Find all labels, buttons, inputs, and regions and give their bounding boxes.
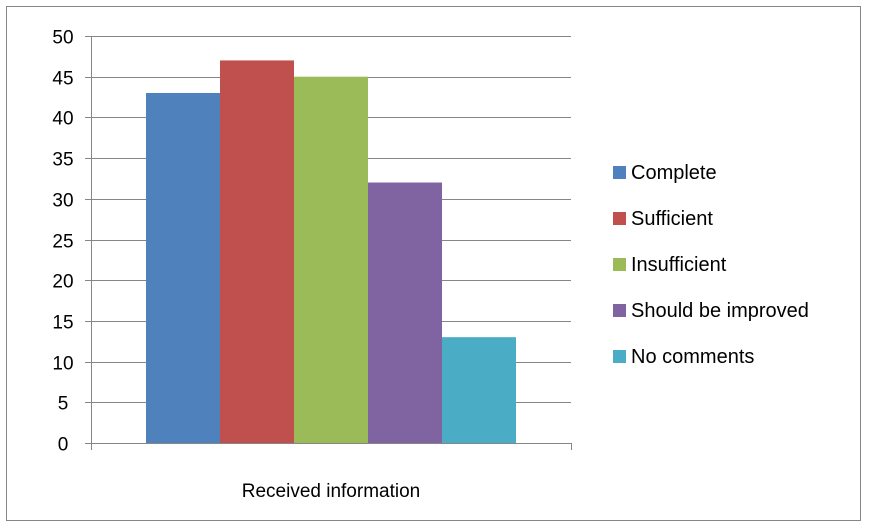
y-tick-label: 5	[58, 394, 69, 415]
axes	[85, 36, 572, 450]
y-tick-label: 35	[52, 150, 73, 171]
y-tick-label: 50	[52, 28, 73, 49]
legend-label: Sufficient	[631, 208, 713, 230]
legend-label: No comments	[631, 346, 754, 368]
bar-insufficient	[294, 76, 368, 443]
y-tick-label: 25	[52, 232, 73, 253]
y-tick-label: 20	[52, 272, 73, 293]
legend-swatch	[613, 258, 626, 271]
legend-label: Should be improved	[631, 300, 809, 322]
y-tick-labels: 0 5 10 15 20 25 30 35 40 45 50	[52, 28, 73, 456]
legend: Complete Sufficient Insufficient Should be …	[613, 162, 809, 368]
legend-swatch	[613, 304, 626, 317]
x-category-label: Received information	[242, 481, 420, 502]
bar-sufficient	[220, 60, 294, 444]
legend-label: Insufficient	[631, 254, 727, 276]
y-tick-label: 40	[52, 109, 73, 130]
legend-swatch	[613, 166, 626, 179]
legend-swatch	[613, 350, 626, 363]
y-tick-label: 45	[52, 69, 73, 90]
bar-no-comments	[442, 337, 516, 443]
y-tick-label: 30	[52, 191, 73, 212]
bar-should-be-improved	[368, 182, 442, 443]
bars	[146, 60, 516, 444]
bar-complete	[146, 92, 220, 443]
legend-label: Complete	[631, 162, 717, 184]
x-category-labels: Received information	[242, 481, 420, 502]
y-tick-label: 10	[52, 354, 73, 375]
y-tick-label: 15	[52, 313, 73, 334]
y-tick-label: 0	[58, 435, 69, 456]
legend-swatch	[613, 212, 626, 225]
